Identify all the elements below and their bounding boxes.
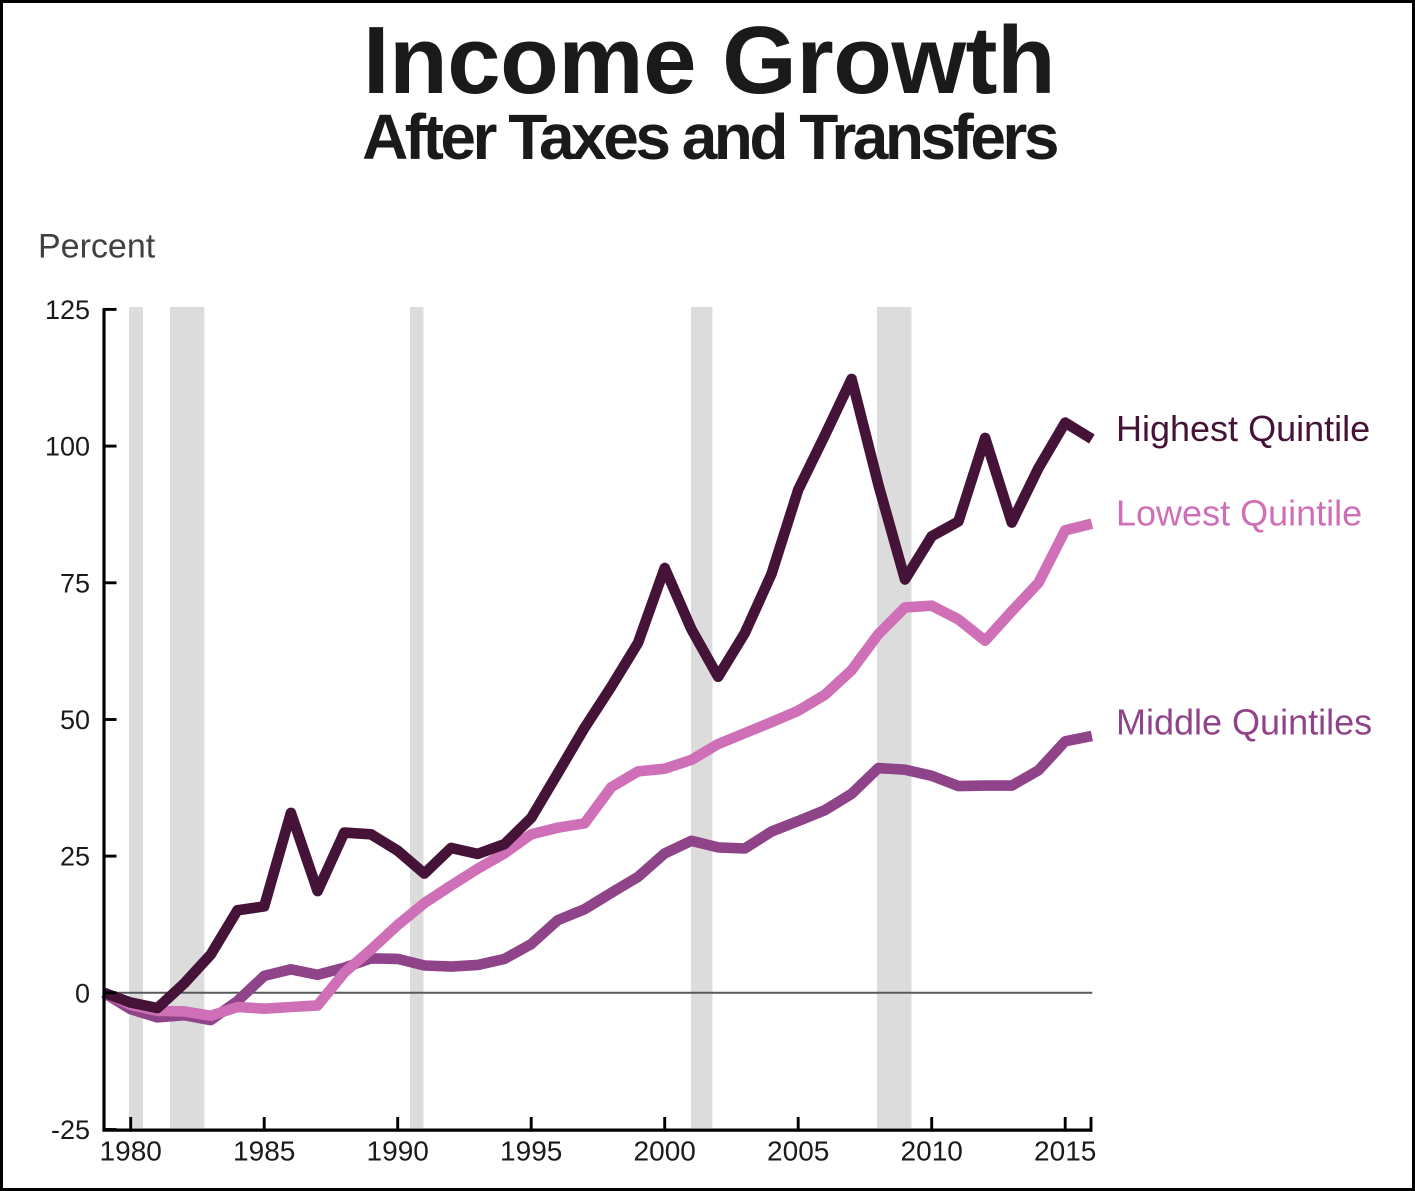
- svg-text:1990: 1990: [367, 1136, 429, 1167]
- svg-text:100: 100: [45, 432, 90, 462]
- svg-text:2000: 2000: [634, 1136, 696, 1167]
- svg-text:1995: 1995: [500, 1136, 562, 1167]
- svg-text:0: 0: [75, 978, 90, 1008]
- svg-text:50: 50: [60, 705, 90, 735]
- svg-text:75: 75: [60, 568, 90, 598]
- svg-text:125: 125: [45, 295, 90, 325]
- svg-text:Lowest Quintile: Lowest Quintile: [1116, 493, 1362, 534]
- svg-text:-25: -25: [51, 1115, 90, 1145]
- svg-text:Highest Quintile: Highest Quintile: [1116, 408, 1370, 449]
- svg-text:2005: 2005: [767, 1136, 829, 1167]
- svg-text:Middle Quintiles: Middle Quintiles: [1116, 702, 1372, 743]
- svg-text:Income Growth: Income Growth: [363, 7, 1055, 114]
- svg-text:25: 25: [60, 842, 90, 872]
- svg-text:After Taxes and Transfers: After Taxes and Transfers: [362, 101, 1057, 173]
- svg-text:Percent: Percent: [38, 228, 156, 266]
- svg-text:1985: 1985: [233, 1136, 295, 1167]
- svg-text:2015: 2015: [1034, 1136, 1096, 1167]
- svg-text:2010: 2010: [901, 1136, 963, 1167]
- svg-text:1980: 1980: [100, 1136, 162, 1167]
